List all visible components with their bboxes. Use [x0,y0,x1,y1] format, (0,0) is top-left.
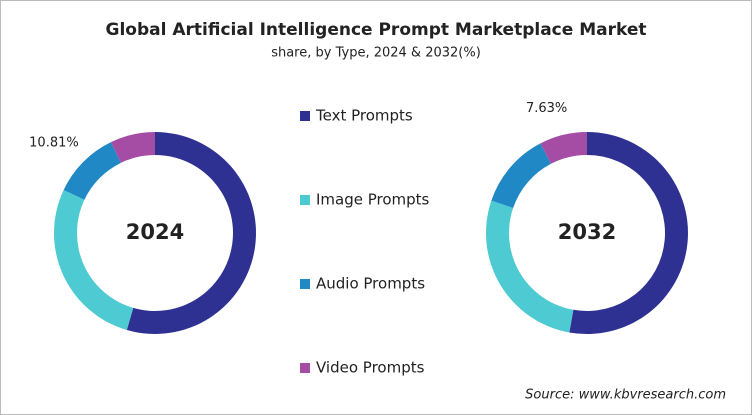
donut-center-label: 2024 [126,220,184,244]
donut-segment [53,189,134,330]
chart-subtitle: share, by Type, 2024 & 2032(%) [271,46,481,61]
donut-segment [126,132,257,334]
legend-swatch [300,195,310,205]
legend-swatch [300,363,310,373]
data-label: 7.63% [526,101,567,116]
donut-segment [63,142,121,200]
donut-segment [540,132,587,164]
donut-center-label: 2032 [558,220,616,244]
legend-label: Text Prompts [315,107,413,125]
legend-label: Video Prompts [316,359,425,377]
donut-segment [110,132,155,163]
legend-label: Image Prompts [316,191,430,209]
source: Source: www.kbvresearch.com [525,388,726,403]
donut-segment [569,132,688,335]
donut-segment [491,143,552,208]
donut-segment [486,200,574,333]
legend-swatch [300,279,310,289]
legend-swatch [300,111,310,121]
chart-title: Global Artificial Intelligence Prompt Ma… [106,20,647,40]
legend-label: Audio Prompts [316,275,425,293]
data-label: 10.81% [29,136,79,151]
